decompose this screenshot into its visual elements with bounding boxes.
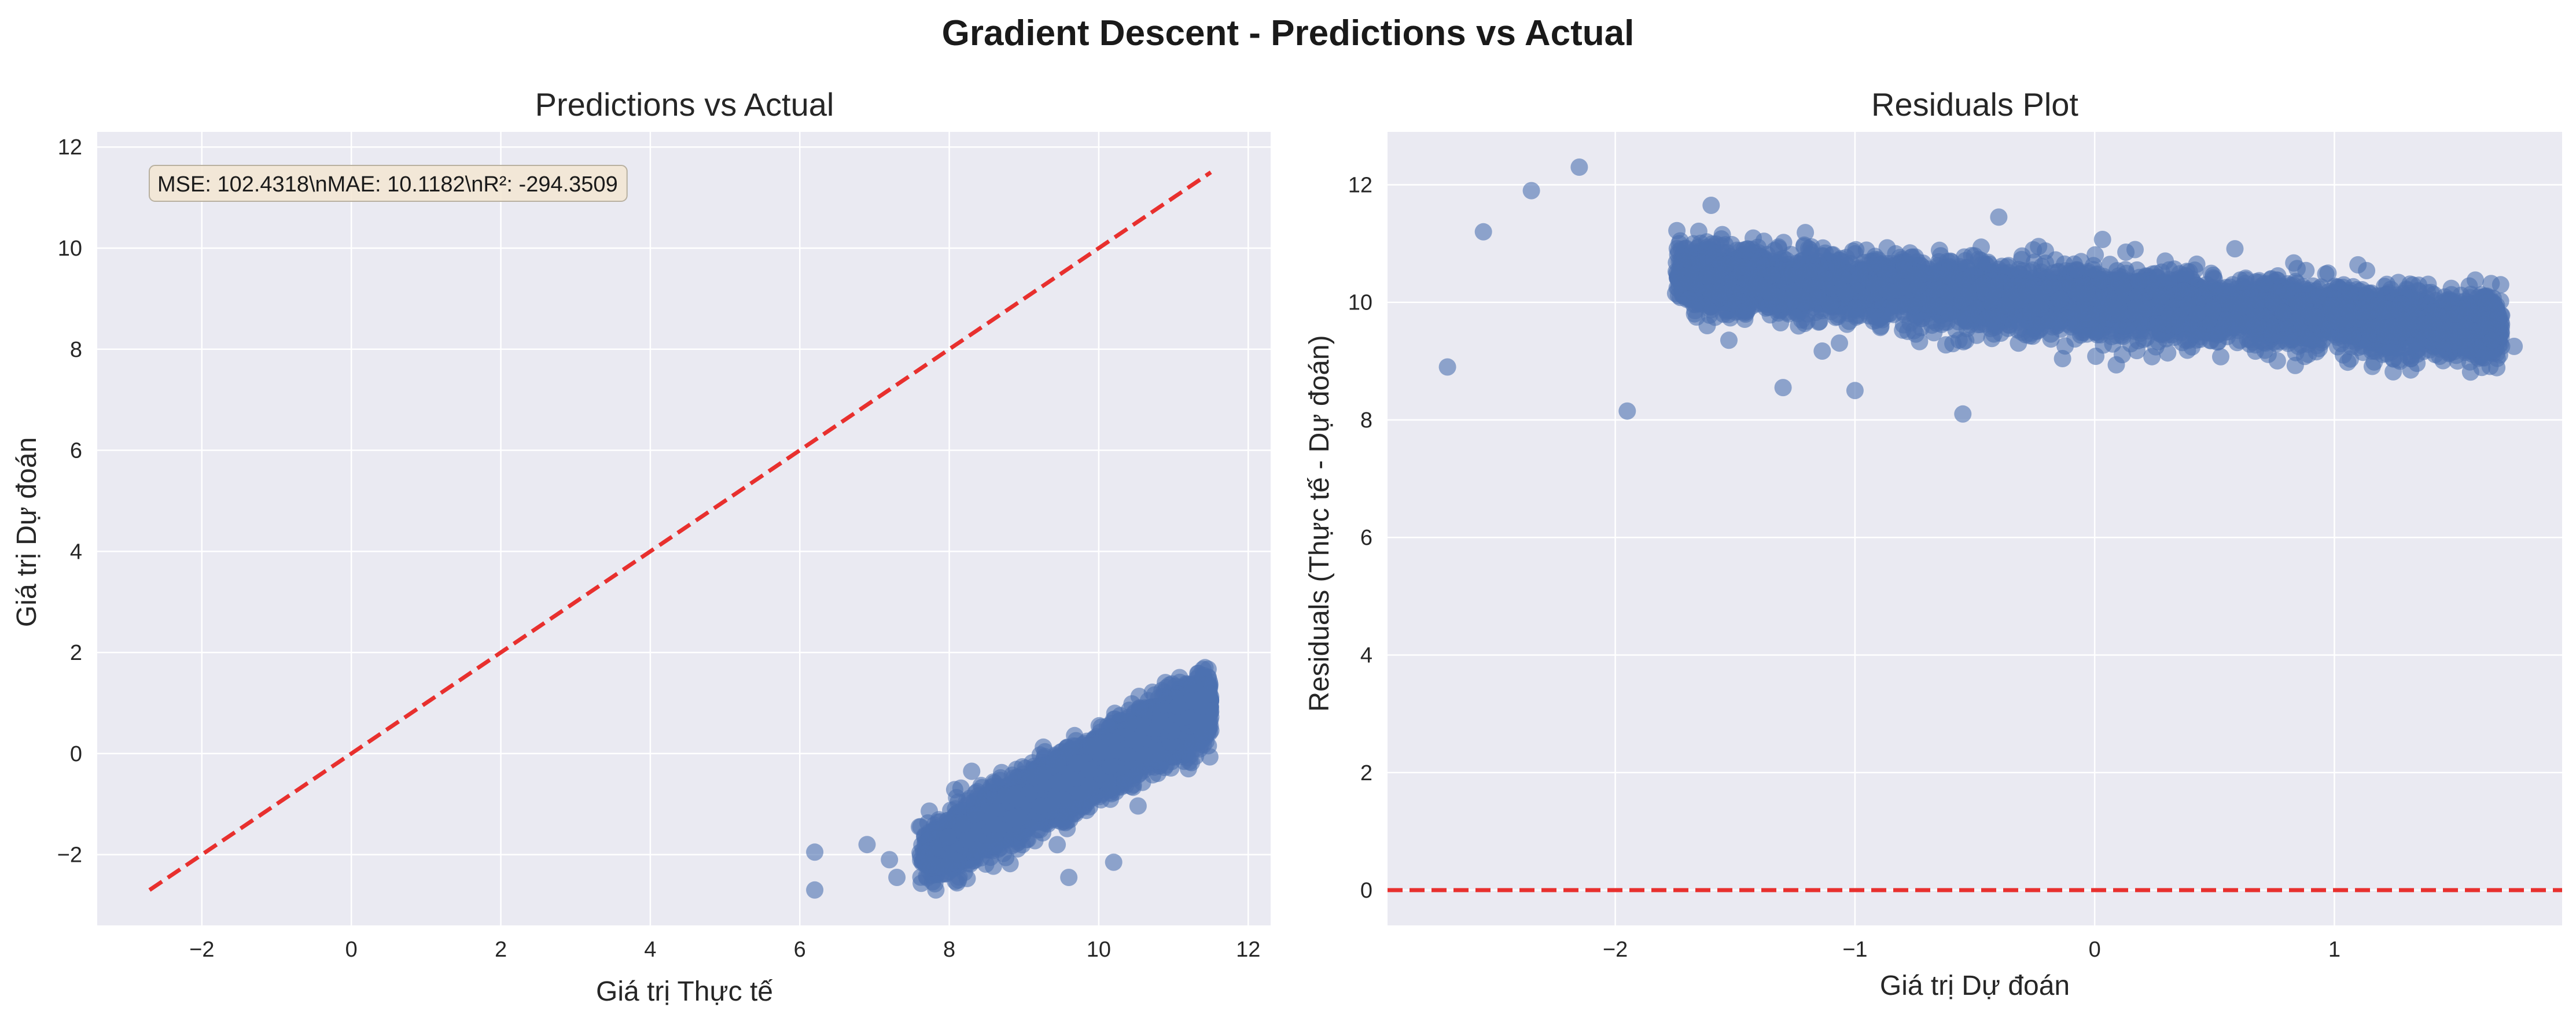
y-tick-label: −2 — [57, 843, 82, 868]
y-tick-label: 8 — [70, 338, 82, 362]
scatter-point — [1196, 659, 1214, 677]
scatter-point — [1048, 836, 1066, 854]
scatter-point — [1059, 800, 1077, 818]
scatter-point — [968, 840, 986, 858]
x-tick-label: 0 — [345, 938, 358, 962]
x-tick-label: 6 — [794, 938, 806, 962]
scatter-point — [969, 787, 987, 805]
scatter-series — [806, 659, 1220, 899]
x-tick-label: 2 — [495, 938, 507, 962]
x-tick-label: 8 — [943, 938, 955, 962]
scatter-point — [1129, 797, 1147, 815]
scatter-point — [1032, 797, 1050, 815]
scatter-point — [952, 779, 970, 797]
scatter-point — [1059, 739, 1076, 757]
scatter-point — [939, 812, 956, 829]
y-tick-label: 4 — [70, 540, 82, 564]
y-tick-label: 12 — [58, 135, 82, 160]
scatter-point — [1009, 840, 1026, 858]
scatter-point — [1035, 738, 1053, 756]
scatter-point — [1045, 756, 1063, 774]
y-tick-label: 2 — [70, 641, 82, 665]
x-tick-label: 12 — [1236, 938, 1260, 962]
y-tick-label: 6 — [70, 439, 82, 463]
figure-title: Gradient Descent - Predictions vs Actual — [942, 13, 1635, 53]
y-tick-label: 0 — [70, 742, 82, 766]
x-tick-label: 10 — [1087, 938, 1111, 962]
x-tick-label: 4 — [644, 938, 656, 962]
y-tick-label: 10 — [58, 237, 82, 261]
x-tick-label: −2 — [189, 938, 214, 962]
